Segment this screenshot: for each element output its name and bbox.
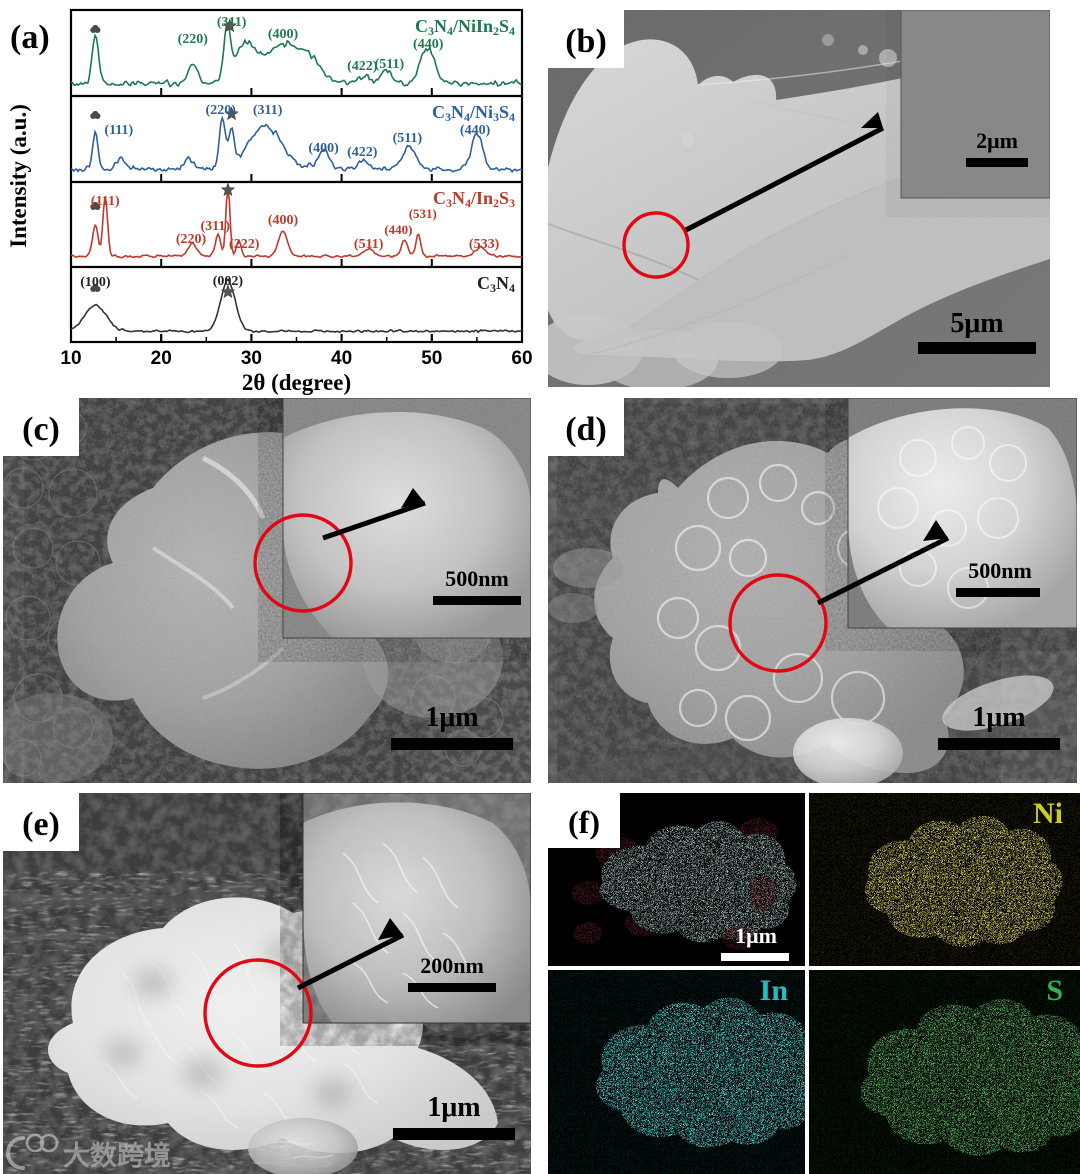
svg-text:(440): (440) bbox=[413, 37, 444, 52]
svg-text:(533): (533) bbox=[469, 237, 500, 252]
svg-text:大数跨境: 大数跨境 bbox=[63, 1141, 171, 1171]
svg-text:(111): (111) bbox=[91, 194, 120, 209]
svg-text:(400): (400) bbox=[308, 141, 339, 156]
svg-text:(b): (b) bbox=[565, 23, 607, 60]
svg-text:(311): (311) bbox=[253, 103, 283, 118]
svg-text:(511): (511) bbox=[375, 57, 405, 72]
svg-text:(c): (c) bbox=[22, 411, 60, 448]
svg-text:(002): (002) bbox=[213, 274, 244, 289]
svg-text:(220): (220) bbox=[206, 103, 237, 118]
svg-text:(400): (400) bbox=[268, 213, 299, 228]
svg-text:(422): (422) bbox=[347, 145, 378, 160]
svg-text:Ni: Ni bbox=[1033, 797, 1063, 830]
svg-text:(511): (511) bbox=[354, 237, 384, 252]
svg-text:(e): (e) bbox=[22, 806, 60, 843]
svg-text:2θ (degree): 2θ (degree) bbox=[242, 370, 351, 395]
svg-text:5μm: 5μm bbox=[950, 308, 1003, 339]
svg-text:500nm: 500nm bbox=[968, 558, 1032, 583]
svg-text:(440): (440) bbox=[384, 222, 412, 237]
svg-text:(100): (100) bbox=[80, 275, 111, 290]
svg-text:1μm: 1μm bbox=[735, 923, 777, 948]
svg-text:C3N4/In2S3: C3N4/In2S3 bbox=[433, 188, 515, 210]
svg-text:500nm: 500nm bbox=[445, 566, 509, 591]
svg-text:10: 10 bbox=[60, 348, 81, 369]
svg-text:C3N4/Ni3S4: C3N4/Ni3S4 bbox=[432, 102, 515, 124]
svg-text:(222): (222) bbox=[229, 237, 260, 252]
svg-text:(d): (d) bbox=[565, 411, 607, 448]
svg-text:2μm: 2μm bbox=[976, 128, 1018, 153]
svg-text:200nm: 200nm bbox=[420, 953, 484, 978]
svg-text:(531): (531) bbox=[409, 206, 437, 221]
svg-text:(400): (400) bbox=[268, 27, 299, 42]
svg-text:(511): (511) bbox=[393, 131, 423, 146]
svg-text:1μm: 1μm bbox=[972, 702, 1025, 733]
svg-text:(311): (311) bbox=[217, 15, 247, 30]
svg-text:In: In bbox=[760, 974, 789, 1007]
svg-text:(220): (220) bbox=[178, 32, 209, 47]
svg-text:20: 20 bbox=[151, 348, 172, 369]
svg-text:(440): (440) bbox=[460, 123, 491, 138]
svg-text:S: S bbox=[1046, 974, 1063, 1007]
svg-text:(311): (311) bbox=[201, 219, 231, 234]
svg-text:1μm: 1μm bbox=[425, 702, 478, 733]
svg-text:50: 50 bbox=[421, 348, 442, 369]
svg-text:Intensity (a.u.): Intensity (a.u.) bbox=[6, 104, 31, 248]
svg-text:(111): (111) bbox=[104, 123, 133, 138]
svg-text:60: 60 bbox=[511, 348, 532, 369]
svg-text:(220): (220) bbox=[176, 232, 207, 247]
svg-text:30: 30 bbox=[241, 348, 262, 369]
svg-text:(a): (a) bbox=[10, 19, 50, 56]
svg-text:(422): (422) bbox=[347, 59, 378, 74]
svg-text:1μm: 1μm bbox=[427, 1092, 480, 1123]
svg-text:40: 40 bbox=[331, 348, 352, 369]
svg-text:(f): (f) bbox=[568, 804, 600, 840]
